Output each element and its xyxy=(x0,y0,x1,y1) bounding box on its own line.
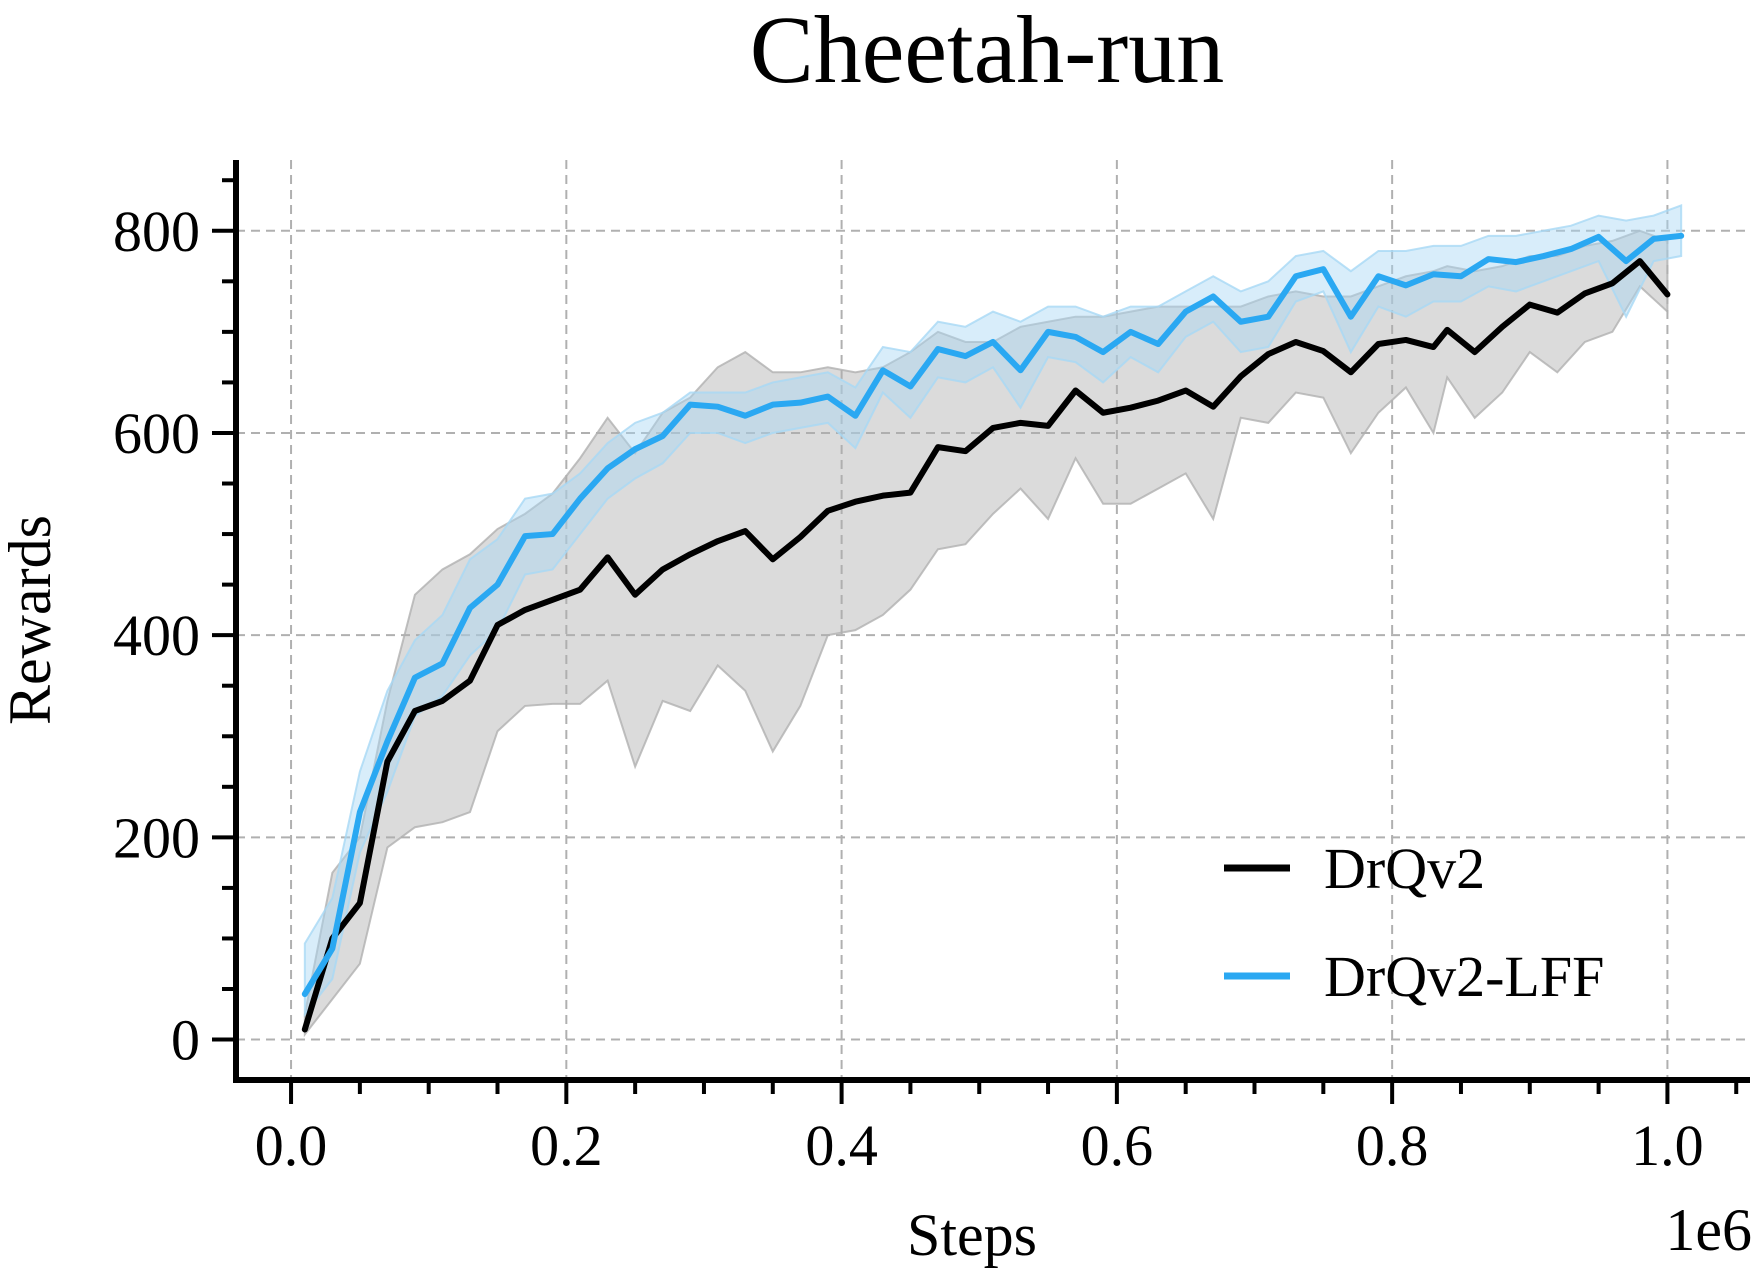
legend: DrQv2 DrQv2-LFF xyxy=(1224,836,1604,1009)
y-tick-label-0: 0 xyxy=(171,1008,200,1073)
series-line-0 xyxy=(301,258,1671,1033)
y-axis-label: Rewards xyxy=(0,515,63,725)
x-tick-label-5: 1.0 xyxy=(1631,1113,1704,1178)
x-tick-label-1: 0.2 xyxy=(530,1113,603,1178)
x-tick-label-2: 0.4 xyxy=(805,1113,878,1178)
chart-title: Cheetah-run xyxy=(750,0,1224,103)
series-line-1 xyxy=(301,232,1685,998)
x-axis-offset-label: 1e6 xyxy=(1665,1197,1752,1263)
x-axis-label: Steps xyxy=(907,1202,1037,1268)
legend-label-0: DrQv2 xyxy=(1324,836,1485,901)
x-tick-label-0: 0.0 xyxy=(255,1113,328,1178)
y-tick-label-2: 400 xyxy=(113,603,200,668)
y-tick-label-1: 200 xyxy=(113,805,200,870)
series-lines xyxy=(301,232,1685,1033)
y-tick-label-4: 800 xyxy=(113,199,200,264)
legend-label-1: DrQv2-LFF xyxy=(1324,944,1604,1009)
series-band-1 xyxy=(303,204,1683,1018)
axes xyxy=(212,160,1750,1104)
y-tick-label-3: 600 xyxy=(113,401,200,466)
x-tick-label-3: 0.6 xyxy=(1081,1113,1154,1178)
x-tick-label-4: 0.8 xyxy=(1356,1113,1429,1178)
confidence-bands xyxy=(303,204,1683,1038)
series-band-0 xyxy=(303,229,1669,1038)
tick-labels: 0.0 0.2 0.4 0.6 0.8 1.0 0 200 400 600 800 xyxy=(113,199,1704,1178)
